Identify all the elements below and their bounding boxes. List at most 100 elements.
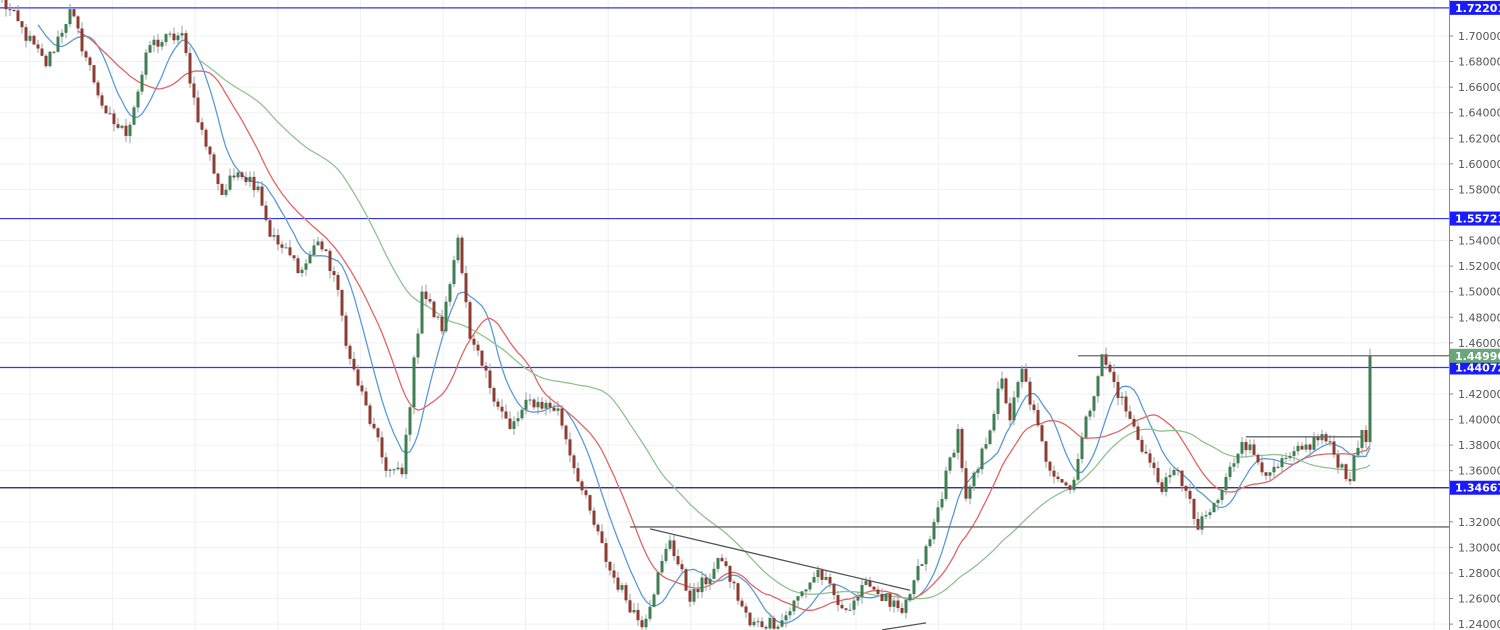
candle-down bbox=[440, 316, 444, 332]
candle-up bbox=[1248, 444, 1252, 451]
candle-down bbox=[280, 244, 284, 248]
candle-down bbox=[1244, 442, 1248, 451]
candle-down bbox=[1044, 441, 1048, 462]
candle-down bbox=[1104, 354, 1108, 365]
candle-up bbox=[804, 589, 808, 592]
candle-up bbox=[164, 34, 168, 43]
candle-up bbox=[536, 401, 540, 408]
candle-down bbox=[748, 612, 752, 626]
candle-down bbox=[540, 401, 544, 409]
candle-down bbox=[96, 82, 100, 96]
candle-up bbox=[1096, 376, 1100, 397]
candle-up bbox=[644, 618, 648, 628]
candle-up bbox=[780, 620, 784, 627]
candle-down bbox=[124, 125, 128, 136]
candle-up bbox=[1368, 355, 1372, 443]
candle-up bbox=[1212, 503, 1216, 513]
candle-up bbox=[544, 402, 548, 409]
candle-up bbox=[1288, 455, 1292, 458]
candle-up bbox=[140, 74, 144, 92]
candle-up bbox=[1164, 477, 1168, 492]
candle-up bbox=[412, 357, 416, 408]
candle-down bbox=[1276, 466, 1280, 468]
candle-up bbox=[824, 576, 828, 580]
candle-down bbox=[1008, 403, 1012, 421]
candle-down bbox=[836, 595, 840, 605]
drawn-trend-line[interactable] bbox=[881, 622, 927, 630]
candle-up bbox=[1296, 445, 1300, 452]
candle-up bbox=[128, 124, 132, 136]
candle-up bbox=[1012, 397, 1016, 421]
y-tick-label: 1.42000 bbox=[1458, 388, 1500, 401]
candle-up bbox=[284, 247, 288, 249]
candle-down bbox=[872, 586, 876, 590]
candle-down bbox=[240, 172, 244, 178]
candle-up bbox=[28, 35, 32, 41]
candle-down bbox=[76, 16, 80, 29]
candle-down bbox=[352, 358, 356, 370]
candle-down bbox=[720, 557, 724, 562]
candles bbox=[1, 0, 1372, 630]
candle-down bbox=[876, 589, 880, 595]
candle-up bbox=[788, 611, 792, 616]
candle-up bbox=[1228, 466, 1232, 477]
candle-down bbox=[1064, 482, 1068, 486]
candle-up bbox=[408, 407, 412, 435]
price-axis[interactable]: 1.70000 1.68000 1.66000 1.64000 1.62000 1.600… bbox=[1449, 30, 1500, 630]
candle-up bbox=[632, 609, 636, 613]
candle-down bbox=[84, 51, 88, 58]
candle-up bbox=[908, 594, 912, 601]
candle-down bbox=[672, 540, 676, 557]
candle-down bbox=[696, 588, 700, 593]
candle-down bbox=[36, 44, 40, 49]
candle-up bbox=[520, 409, 524, 419]
candle-down bbox=[20, 21, 24, 28]
candle-down bbox=[32, 35, 36, 45]
candle-up bbox=[1092, 396, 1096, 411]
candle-down bbox=[112, 113, 116, 125]
candle-down bbox=[376, 428, 380, 438]
candle-down bbox=[964, 468, 968, 499]
moving-averages bbox=[37, 24, 1371, 624]
candle-up bbox=[916, 565, 920, 581]
candle-up bbox=[176, 35, 180, 41]
moving-average-10 bbox=[37, 24, 1371, 624]
candle-down bbox=[92, 65, 96, 83]
candle-up bbox=[60, 32, 64, 37]
candle-up bbox=[968, 486, 972, 499]
candle-down bbox=[328, 250, 332, 272]
candle-up bbox=[304, 263, 308, 270]
candle-up bbox=[936, 507, 940, 523]
drawn-trend-line[interactable] bbox=[649, 528, 911, 591]
grid bbox=[0, 0, 1449, 630]
candle-down bbox=[220, 183, 224, 195]
level-price-tag bbox=[1450, 360, 1500, 375]
candle-down bbox=[1188, 490, 1192, 499]
candle-down bbox=[1328, 441, 1332, 443]
candle-down bbox=[592, 510, 596, 525]
candle-up bbox=[1240, 442, 1244, 454]
candle-down bbox=[772, 618, 776, 629]
candle-down bbox=[384, 457, 388, 471]
candle-down bbox=[896, 600, 900, 608]
candle-down bbox=[504, 411, 508, 419]
candle-down bbox=[628, 600, 632, 613]
candle-down bbox=[1364, 430, 1368, 443]
candle-up bbox=[308, 255, 312, 264]
candle-down bbox=[880, 594, 884, 602]
candle-down bbox=[232, 175, 236, 178]
candle-up bbox=[1216, 499, 1220, 504]
candle-down bbox=[1060, 479, 1064, 483]
candle-up bbox=[1236, 453, 1240, 464]
candle-up bbox=[1204, 515, 1208, 517]
candle-up bbox=[180, 33, 184, 36]
candle-down bbox=[348, 345, 352, 359]
candle-down bbox=[288, 247, 292, 256]
y-tick-label: 1.66000 bbox=[1458, 81, 1500, 94]
candle-down bbox=[380, 437, 384, 458]
y-tick-label: 1.32000 bbox=[1458, 516, 1500, 529]
candle-down bbox=[356, 369, 360, 386]
candle-down bbox=[104, 105, 108, 114]
